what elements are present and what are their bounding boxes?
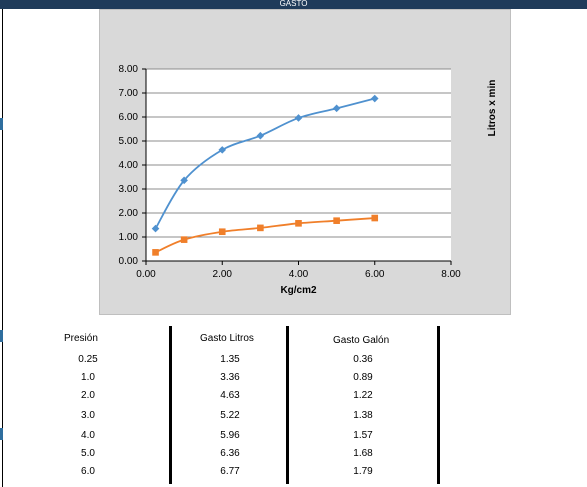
data-point <box>332 104 341 113</box>
left-border-marker <box>0 428 3 440</box>
data-point <box>370 94 379 103</box>
table-cell: 0.36 <box>353 354 373 365</box>
left-border-marker <box>0 118 3 130</box>
y-tick-label: 1.00 <box>119 232 139 243</box>
table-cell: 1.22 <box>353 390 373 401</box>
data-point <box>295 220 302 227</box>
column-divider <box>286 326 289 484</box>
table-cell: 2.0 <box>81 390 95 401</box>
table-cell: 1.68 <box>353 448 373 459</box>
left-border-line <box>2 9 3 487</box>
column-divider <box>437 326 440 484</box>
table-cell: 1.57 <box>353 430 373 441</box>
table-cell: 6.77 <box>220 466 240 477</box>
x-tick-label: 0.00 <box>136 269 156 280</box>
data-point <box>294 114 303 122</box>
data-point <box>180 176 188 185</box>
y-tick-label: 4.00 <box>119 160 139 171</box>
data-point <box>256 131 265 140</box>
table-cell: 5.96 <box>220 430 240 441</box>
data-point <box>257 224 264 232</box>
table-cell: 3.0 <box>81 410 95 421</box>
table-cell: 0.25 <box>78 354 98 365</box>
column-header-presion: Presión <box>64 333 98 344</box>
data-point <box>180 236 188 243</box>
y-tick-label: 8.00 <box>119 64 139 75</box>
table-cell: 4.63 <box>220 390 240 401</box>
chart-area: 0.00 1.00 2.00 3.00 4.00 5.00 6.00 7.00 8.00 0.00… <box>99 9 511 315</box>
table-cell: 5.22 <box>220 410 240 421</box>
table-cell: 3.36 <box>220 372 240 383</box>
table-cell: 6.36 <box>220 448 240 459</box>
chart-svg: 0.00 1.00 2.00 3.00 4.00 5.00 6.00 7.00 8.00 0.00… <box>119 64 498 296</box>
table-cell: 1.35 <box>220 354 240 365</box>
data-point <box>218 228 226 236</box>
y-axis-title: Litros x min <box>487 80 498 137</box>
data-point <box>152 249 159 256</box>
column-divider <box>169 326 172 484</box>
y-tick-label: 5.00 <box>119 136 139 147</box>
left-border-marker <box>0 330 3 342</box>
table-cell: 0.89 <box>353 372 373 383</box>
y-tick-label: 2.00 <box>119 208 139 219</box>
x-tick-label: 2.00 <box>213 269 233 280</box>
table-cell: 6.0 <box>81 466 95 477</box>
x-tick-label: 8.00 <box>441 269 461 280</box>
y-tick-label: 3.00 <box>119 184 139 195</box>
table-cell: 1.79 <box>353 466 373 477</box>
column-header-gasto-galon: Gasto Galón <box>333 335 390 346</box>
x-tick-label: 4.00 <box>289 269 309 280</box>
data-point <box>151 224 160 233</box>
chart-title-bar: GASTO <box>0 0 587 9</box>
y-tick-label: 7.00 <box>119 88 139 99</box>
data-point <box>218 146 227 154</box>
y-tick-label: 6.00 <box>119 112 139 123</box>
y-tick-label: 0.00 <box>119 256 139 267</box>
table-cell: 4.0 <box>81 430 95 441</box>
table-cell: 1.0 <box>81 372 95 383</box>
data-point <box>371 214 379 222</box>
x-axis-title: Kg/cm2 <box>280 285 317 296</box>
axis-layer: 0.00 1.00 2.00 3.00 4.00 5.00 6.00 7.00 8.00 0.00… <box>119 64 462 280</box>
table-cell: 1.38 <box>353 410 373 421</box>
grid-layer <box>146 68 451 262</box>
table-cell: 5.0 <box>81 448 95 459</box>
data-point <box>333 217 340 224</box>
x-tick-label: 6.00 <box>365 269 385 280</box>
series-layer <box>151 94 379 256</box>
column-header-gasto-litros: Gasto Litros <box>200 333 254 344</box>
chart-title: GASTO <box>279 0 308 8</box>
data-table: Presión Gasto Litros Gasto Galón 0.25 1.3… <box>0 326 587 487</box>
